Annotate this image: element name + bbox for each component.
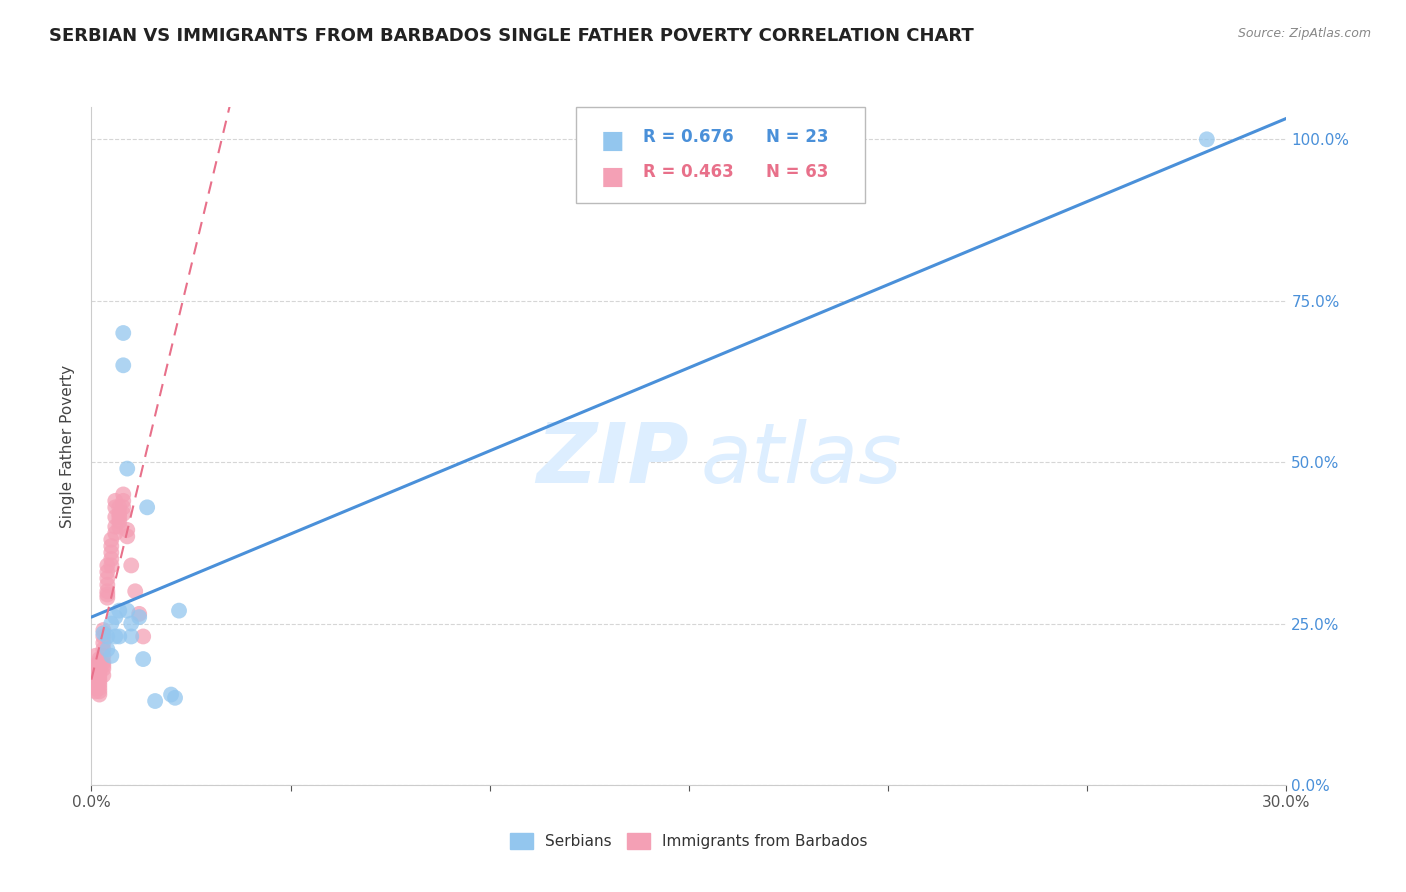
Point <box>108 507 131 521</box>
Point <box>89 672 111 686</box>
Point <box>89 684 111 698</box>
Point <box>128 610 150 624</box>
Point <box>100 558 122 573</box>
Legend: Serbians, Immigrants from Barbados: Serbians, Immigrants from Barbados <box>503 827 875 855</box>
Point <box>84 684 107 698</box>
Point <box>112 494 135 508</box>
Point <box>89 665 111 679</box>
Point <box>89 681 111 695</box>
Point <box>89 662 111 676</box>
Point <box>93 626 115 640</box>
Point <box>84 662 107 676</box>
Point <box>96 578 118 592</box>
Point <box>100 533 122 547</box>
Point <box>112 507 135 521</box>
Point <box>104 494 127 508</box>
Point <box>89 688 111 702</box>
Point <box>93 668 115 682</box>
Point <box>143 694 166 708</box>
Text: N = 63: N = 63 <box>766 163 828 181</box>
Point <box>104 610 127 624</box>
Point <box>104 519 127 533</box>
Point <box>108 519 131 533</box>
Point <box>124 584 146 599</box>
Point <box>167 604 190 618</box>
Point <box>96 591 118 605</box>
Point <box>104 510 127 524</box>
Point <box>1195 132 1218 146</box>
Point <box>108 630 131 644</box>
Point <box>100 545 122 559</box>
Point <box>108 510 131 524</box>
Point <box>96 558 118 573</box>
Point <box>89 674 111 689</box>
Text: R = 0.676: R = 0.676 <box>643 128 733 145</box>
Point <box>84 668 107 682</box>
Point <box>112 326 135 340</box>
Point <box>84 672 107 686</box>
Point <box>93 623 115 637</box>
Point <box>160 688 183 702</box>
Point <box>120 616 142 631</box>
Point <box>93 642 115 657</box>
Point <box>93 630 115 644</box>
Text: R = 0.463: R = 0.463 <box>643 163 734 181</box>
Point <box>120 558 142 573</box>
Text: ■: ■ <box>600 165 624 189</box>
Point <box>84 681 107 695</box>
Point <box>108 515 131 529</box>
Point <box>112 487 135 501</box>
Point <box>96 584 118 599</box>
Point <box>84 658 107 673</box>
Point <box>120 630 142 644</box>
Point <box>89 655 111 669</box>
Point <box>93 648 115 663</box>
Point <box>84 648 107 663</box>
Point <box>136 500 159 515</box>
Point <box>89 678 111 692</box>
Point <box>112 500 135 515</box>
Point <box>89 652 111 666</box>
Text: atlas: atlas <box>700 419 903 500</box>
Point <box>108 604 131 618</box>
Text: SERBIAN VS IMMIGRANTS FROM BARBADOS SINGLE FATHER POVERTY CORRELATION CHART: SERBIAN VS IMMIGRANTS FROM BARBADOS SING… <box>49 27 974 45</box>
Point <box>104 500 127 515</box>
Point <box>132 652 155 666</box>
Point <box>96 642 118 657</box>
Point <box>104 526 127 541</box>
Point <box>93 636 115 650</box>
Point <box>100 616 122 631</box>
Point <box>115 461 138 475</box>
Point <box>115 604 138 618</box>
Point <box>89 658 111 673</box>
Point <box>100 552 122 566</box>
Point <box>128 607 150 621</box>
Point <box>96 565 118 579</box>
Point <box>84 674 107 689</box>
Point <box>93 658 115 673</box>
Point <box>89 668 111 682</box>
Y-axis label: Single Father Poverty: Single Father Poverty <box>60 365 76 527</box>
Point <box>108 500 131 515</box>
Point <box>112 359 135 373</box>
Point <box>96 630 118 644</box>
Point <box>96 587 118 601</box>
Point <box>104 630 127 644</box>
Text: Source: ZipAtlas.com: Source: ZipAtlas.com <box>1237 27 1371 40</box>
Point <box>100 648 122 663</box>
Point <box>93 662 115 676</box>
Text: N = 23: N = 23 <box>766 128 828 145</box>
Point <box>96 571 118 585</box>
Point <box>93 655 115 669</box>
Point <box>132 630 155 644</box>
Text: ■: ■ <box>600 129 624 153</box>
Point <box>100 539 122 553</box>
Point <box>84 665 107 679</box>
Text: ZIP: ZIP <box>536 419 689 500</box>
Point <box>115 529 138 543</box>
Point <box>163 690 186 705</box>
Point <box>115 523 138 537</box>
Point <box>84 678 107 692</box>
